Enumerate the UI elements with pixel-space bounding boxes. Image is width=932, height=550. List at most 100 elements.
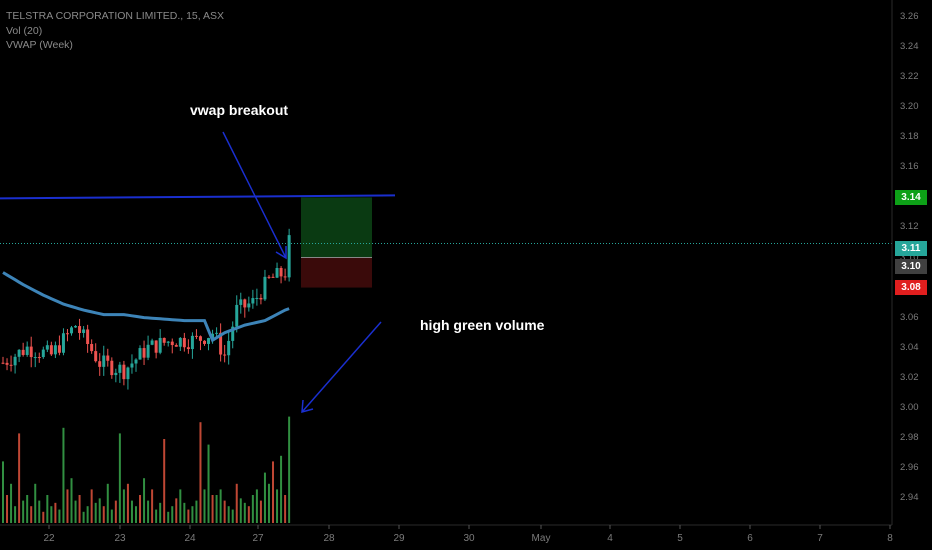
annotation-vwap-breakout[interactable]: vwap breakout (190, 102, 289, 118)
candle-body (118, 364, 122, 373)
candle-body (86, 329, 90, 345)
volume-bar (110, 509, 113, 523)
candle-body (178, 337, 182, 347)
candle-body (146, 344, 150, 358)
price-tick-label: 3.02 (900, 371, 919, 383)
candle-body (275, 268, 279, 278)
volume-bar (288, 416, 291, 523)
candle-body (17, 349, 21, 357)
volume-bar (187, 509, 190, 523)
candle-body (235, 304, 239, 327)
candle-body (251, 298, 255, 304)
candle-body (211, 333, 215, 339)
volume-bar (14, 506, 17, 523)
volume-bar (106, 483, 109, 523)
volume-bar (203, 489, 206, 523)
volume-bar (74, 500, 77, 523)
candle-body (182, 337, 186, 348)
volume-bar (151, 489, 154, 523)
candle-body (198, 336, 202, 341)
vwap-line (2, 271, 290, 343)
candle-body (82, 329, 86, 333)
volume-bars (2, 416, 291, 523)
volume-bar (191, 506, 194, 523)
volume-bar (255, 489, 258, 523)
volume-bar (147, 500, 150, 523)
candle-body (74, 326, 78, 328)
candle-body (263, 276, 267, 300)
volume-bar (134, 506, 137, 523)
price-tick-label: 3.04 (900, 341, 919, 353)
volume-bar (179, 489, 182, 523)
price-badge-previous: 3.10 (895, 259, 927, 274)
volume-bar (199, 422, 202, 523)
volume-bar (215, 495, 218, 523)
candle-body (29, 346, 33, 358)
volume-bar (98, 498, 101, 523)
volume-bar (10, 483, 13, 523)
arrow-to-breakout[interactable] (222, 131, 287, 259)
candle-body (259, 297, 263, 300)
candle-body (267, 276, 271, 278)
chart-legend: TELSTRA CORPORATION LIMITED., 15, ASX Vo… (6, 9, 224, 53)
candle-body (243, 299, 247, 308)
time-tick-label: May (531, 533, 551, 544)
volume-bar (42, 511, 45, 523)
volume-bar (239, 498, 242, 523)
time-tick-label: 23 (114, 533, 126, 544)
candle-body (90, 344, 94, 352)
candle-body (33, 357, 37, 359)
price-tick-label: 2.96 (900, 461, 919, 473)
candle-body (61, 333, 65, 353)
candle-body (102, 355, 106, 367)
arrow-to-volume[interactable] (301, 321, 382, 413)
volume-bar (94, 502, 97, 523)
stop-zone[interactable] (301, 257, 372, 288)
volume-bar (183, 502, 186, 523)
volume-bar (118, 433, 121, 523)
volume-bar (155, 509, 158, 523)
volume-bar (263, 472, 266, 523)
volume-bar (211, 495, 214, 523)
candle-body (57, 345, 61, 353)
volume-bar (86, 506, 89, 523)
time-tick-label: 8 (887, 533, 893, 544)
legend-volume[interactable]: Vol (20) (6, 24, 43, 37)
candle-body (5, 362, 9, 365)
resistance-line[interactable] (0, 194, 396, 200)
time-tick-label: 30 (463, 533, 475, 544)
candle-body (215, 332, 219, 334)
time-tick-label: 4 (607, 533, 613, 544)
time-tick-label: 6 (747, 533, 753, 544)
candle-body (166, 341, 170, 343)
volume-bar (82, 511, 85, 523)
price-tick-label: 3.22 (900, 71, 919, 83)
time-tick-label: 29 (393, 533, 405, 544)
annotation-high-green-volume[interactable]: high green volume (420, 317, 545, 333)
volume-bar (130, 500, 133, 523)
candle-body (186, 347, 190, 350)
candle-body (78, 326, 82, 333)
candle-body (94, 351, 98, 362)
volume-bar (6, 495, 9, 523)
arrow-head-breakout (275, 246, 287, 260)
candle-body (13, 356, 17, 366)
candlesticks (1, 228, 291, 390)
volume-bar (280, 455, 283, 523)
volume-bar (207, 444, 210, 523)
volume-bar (22, 500, 25, 523)
legend-title[interactable]: TELSTRA CORPORATION LIMITED., 15, ASX (6, 10, 225, 22)
volume-bar (58, 509, 61, 523)
price-tick-label: 3.06 (900, 311, 919, 323)
volume-bar (126, 483, 129, 523)
volume-bar (143, 478, 146, 523)
candle-body (190, 335, 194, 350)
arrow-head-volume (301, 399, 314, 414)
volume-bar (78, 495, 81, 523)
candle-body (283, 276, 287, 278)
legend-vwap[interactable]: VWAP (Week) (6, 39, 73, 51)
candle-body (45, 345, 49, 350)
candle-body (219, 332, 223, 355)
target-zone[interactable] (301, 197, 372, 258)
